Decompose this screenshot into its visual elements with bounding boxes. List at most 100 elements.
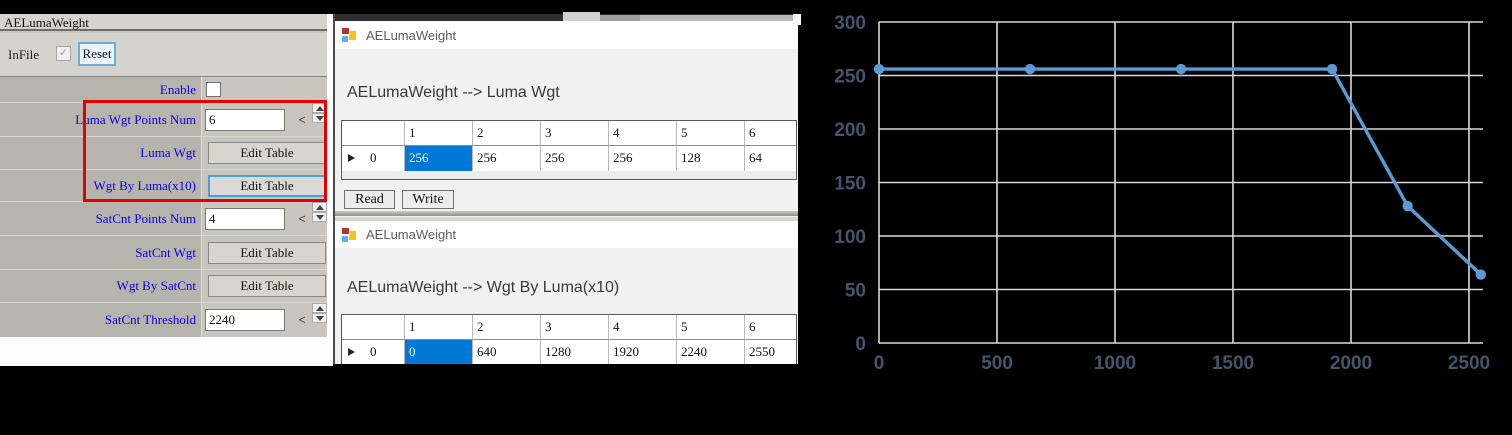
- table-cell[interactable]: 1280: [541, 340, 609, 364]
- satcnt-wgt-edit-table-button[interactable]: Edit Table: [208, 241, 326, 264]
- read-button[interactable]: Read: [344, 190, 395, 209]
- column-header[interactable]: 4: [609, 121, 677, 146]
- svg-text:0: 0: [874, 353, 885, 374]
- column-header[interactable]: 2: [473, 315, 541, 340]
- svg-text:150: 150: [834, 174, 866, 195]
- row-enable: Enable: [0, 77, 327, 103]
- row-luma-wgt-points-num: Luma Wgt Points Num 6 <: [0, 103, 327, 137]
- table-cell[interactable]: 640: [473, 340, 541, 364]
- corner-cell[interactable]: [342, 315, 405, 340]
- table-cell[interactable]: 1920: [609, 340, 677, 364]
- row-selector-arrow-icon: [348, 348, 355, 356]
- table-cell[interactable]: 64: [745, 146, 796, 171]
- dialog-luma-wgt: AELumaWeight AELumaWeight --> Luma Wgt 1…: [333, 14, 798, 216]
- row-wgt-by-satcnt: Wgt By SatCnt Edit Table: [0, 270, 327, 303]
- back-button[interactable]: <: [298, 111, 306, 127]
- luma-wgt-edit-table-button[interactable]: Edit Table: [208, 142, 326, 164]
- luma-weight-chart: 0 50 100 150 200 250 300 0 500 1000 1500 2000 2500: [834, 13, 1490, 374]
- column-header[interactable]: 2: [473, 121, 541, 146]
- table-cell[interactable]: 128: [677, 146, 745, 171]
- table-cell[interactable]: 256: [473, 146, 541, 171]
- satcnt-points-num-field[interactable]: 4: [205, 207, 285, 230]
- window-bottom-border: [335, 211, 798, 216]
- aelumaweight-panel: AELumaWeight InFile ✓ Reset Enable Luma …: [0, 14, 327, 337]
- dialog-title: AELumaWeight: [366, 27, 457, 43]
- row-satcnt-threshold: SatCnt Threshold 2240 <: [0, 303, 327, 337]
- table-cell-selected[interactable]: 256: [405, 146, 473, 171]
- table-header-row: 1 2 3 4 5 6: [342, 121, 796, 146]
- dialog-titlebar[interactable]: AELumaWeight: [335, 221, 798, 248]
- column-header[interactable]: 1: [405, 121, 473, 146]
- row-satcnt-points-num: SatCnt Points Num 4 <: [0, 202, 327, 236]
- column-header[interactable]: 6: [745, 121, 796, 146]
- winforms-icon: [342, 227, 357, 242]
- dialog-titlebar[interactable]: AELumaWeight: [335, 21, 798, 49]
- wgt-by-luma-edit-table-button[interactable]: Edit Table: [208, 174, 326, 197]
- enable-checkbox[interactable]: [206, 82, 221, 97]
- panel-footer: [0, 337, 333, 366]
- svg-text:100: 100: [834, 227, 866, 248]
- table-row: 0 256 256 256 256 128 64: [342, 146, 796, 171]
- window-top-border: [335, 216, 798, 221]
- spin-up-icon[interactable]: [312, 303, 327, 313]
- spin-down-icon[interactable]: [312, 212, 327, 222]
- row-selector-arrow-icon: [348, 154, 355, 162]
- window-fragment: [793, 14, 801, 25]
- svg-text:300: 300: [834, 13, 866, 34]
- wgt-by-satcnt-edit-table-button[interactable]: Edit Table: [208, 275, 326, 297]
- dialog-heading: AELumaWeight --> Wgt By Luma(x10): [347, 279, 620, 296]
- svg-text:250: 250: [834, 67, 866, 88]
- dialog-wgt-by-luma: AELumaWeight AELumaWeight --> Wgt By Lum…: [333, 216, 798, 364]
- svg-text:0: 0: [855, 334, 866, 355]
- back-button[interactable]: <: [298, 210, 306, 226]
- table-row: 0 0 640 1280 1920 2240 2550: [342, 340, 796, 364]
- dialog-heading: AELumaWeight --> Luma Wgt: [347, 84, 560, 101]
- dialog-title: AELumaWeight: [366, 227, 457, 242]
- luma-wgt-points-num-field[interactable]: 6: [205, 108, 285, 131]
- back-button[interactable]: <: [298, 312, 306, 327]
- column-header[interactable]: 5: [677, 121, 745, 146]
- panel-title: AELumaWeight: [0, 14, 327, 31]
- column-header[interactable]: 3: [541, 315, 609, 340]
- write-button[interactable]: Write: [402, 190, 454, 209]
- spin-down-icon[interactable]: [312, 313, 327, 323]
- table-cell[interactable]: 2240: [677, 340, 745, 364]
- satcnt-threshold-field[interactable]: 2240: [205, 309, 285, 331]
- infile-row: InFile ✓ Reset: [0, 33, 327, 77]
- column-header[interactable]: 3: [541, 121, 609, 146]
- table-header-row: 1 2 3 4 5 6: [342, 315, 796, 340]
- window-fragment: [640, 15, 793, 21]
- reset-button[interactable]: Reset: [78, 42, 116, 66]
- svg-text:1500: 1500: [1212, 353, 1254, 374]
- svg-text:2500: 2500: [1448, 353, 1490, 374]
- svg-text:200: 200: [834, 120, 866, 141]
- table-cell[interactable]: 256: [609, 146, 677, 171]
- column-header[interactable]: 4: [609, 315, 677, 340]
- row-wgt-by-luma: Wgt By Luma(x10) Edit Table: [0, 170, 327, 202]
- spin-up-icon[interactable]: [312, 103, 327, 113]
- infile-label: InFile: [8, 47, 40, 62]
- svg-text:1000: 1000: [1094, 353, 1136, 374]
- table-cell[interactable]: 256: [541, 146, 609, 171]
- corner-cell[interactable]: [342, 121, 405, 146]
- svg-text:50: 50: [845, 281, 866, 302]
- panel-right-edge: [327, 14, 333, 366]
- row-header[interactable]: 0: [342, 340, 405, 364]
- table-cell-selected[interactable]: 0: [405, 340, 473, 364]
- svg-text:500: 500: [981, 353, 1013, 374]
- window-fragment: [600, 15, 640, 21]
- wgt-by-luma-table: 1 2 3 4 5 6 0 0 640 1280 1920 2240 2550: [341, 314, 797, 364]
- row-satcnt-wgt: SatCnt Wgt Edit Table: [0, 236, 327, 270]
- table-cell[interactable]: 2550: [745, 340, 796, 364]
- winforms-icon: [342, 28, 357, 42]
- column-header[interactable]: 5: [677, 315, 745, 340]
- row-header[interactable]: 0: [342, 146, 405, 171]
- spin-down-icon[interactable]: [312, 113, 327, 123]
- column-header[interactable]: 1: [405, 315, 473, 340]
- luma-wgt-table: 1 2 3 4 5 6 0 256 256 256 256 128 64: [341, 120, 797, 180]
- infile-checkbox[interactable]: ✓: [56, 46, 71, 61]
- spin-up-icon[interactable]: [312, 202, 327, 212]
- column-header[interactable]: 6: [745, 315, 796, 340]
- window-fragment: [563, 12, 600, 21]
